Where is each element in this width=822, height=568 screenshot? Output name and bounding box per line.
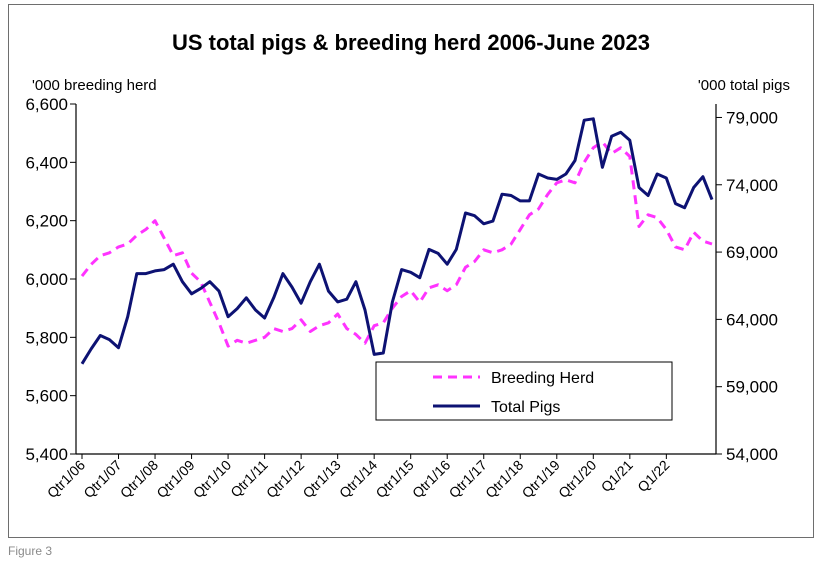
series-line-total-pigs — [80, 117, 714, 365]
x-tick-label: Q1/21 — [598, 457, 636, 495]
legend-label-breeding-herd: Breeding Herd — [491, 370, 594, 387]
right-tick-label: 54,000 — [726, 445, 778, 464]
x-tick-label: Qtr1/11 — [227, 457, 271, 501]
x-tick-label: Qtr1/14 — [336, 457, 380, 501]
left-axis-ticks: 5,400 5,600 5,800 6,000 6,200 6,400 6,600 — [25, 95, 76, 464]
left-tick-label: 6,400 — [25, 153, 68, 172]
right-tick-label: 59,000 — [726, 378, 778, 397]
legend: Breeding Herd Total Pigs — [375, 361, 673, 421]
x-tick-label: Qtr1/16 — [409, 457, 453, 501]
series-line-breeding-herd — [80, 140, 713, 348]
chart-title: US total pigs & breeding herd 2006-June … — [172, 30, 650, 55]
x-tick-label: Qtr1/18 — [482, 457, 526, 501]
right-tick-label: 79,000 — [726, 108, 778, 127]
left-tick-label: 5,400 — [25, 445, 68, 464]
legend-box — [375, 361, 673, 421]
right-tick-label: 69,000 — [726, 243, 778, 262]
left-tick-label: 6,200 — [25, 212, 68, 231]
x-tick-label: Q1/22 — [634, 457, 672, 495]
figure-caption: Figure 3 — [8, 544, 53, 558]
x-tick-label: Qtr1/19 — [519, 457, 563, 501]
dual-axis-line-chart: US total pigs & breeding herd 2006-June … — [25, 30, 790, 501]
x-axis-ticks: Qtr1/06Qtr1/07Qtr1/08Qtr1/09Qtr1/10Qtr1/… — [44, 454, 673, 501]
right-tick-label: 64,000 — [726, 310, 778, 329]
left-axis-label: '000 breeding herd — [32, 77, 157, 94]
left-tick-label: 6,600 — [25, 95, 68, 114]
x-tick-label: Qtr1/17 — [446, 457, 490, 501]
x-tick-label: Qtr1/20 — [555, 457, 599, 501]
x-tick-label: Qtr1/10 — [190, 457, 234, 501]
left-tick-label: 6,000 — [25, 270, 68, 289]
series-lines — [80, 117, 714, 365]
right-tick-label: 74,000 — [726, 176, 778, 195]
left-tick-label: 5,800 — [25, 328, 68, 347]
x-tick-label: Qtr1/09 — [153, 457, 197, 501]
x-tick-label: Qtr1/12 — [263, 457, 307, 501]
left-tick-label: 5,600 — [25, 387, 68, 406]
legend-label-total-pigs: Total Pigs — [491, 399, 560, 416]
axes — [75, 104, 717, 455]
x-tick-label: Qtr1/13 — [299, 457, 343, 501]
x-tick-label: Qtr1/08 — [117, 457, 161, 501]
right-axis-label: '000 total pigs — [698, 77, 790, 94]
right-axis-ticks: 54,000 59,000 64,000 69,000 74,000 79,000 — [716, 108, 778, 464]
x-tick-label: Qtr1/15 — [372, 457, 416, 501]
x-tick-label: Qtr1/07 — [80, 457, 124, 501]
